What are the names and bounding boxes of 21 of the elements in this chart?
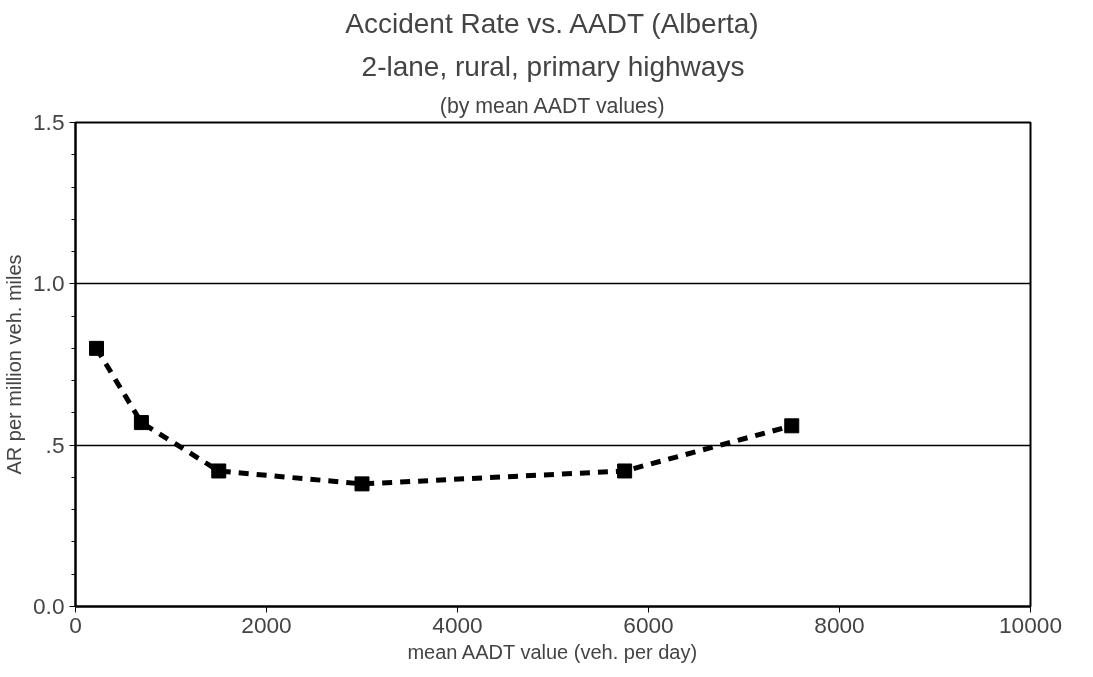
chart-subtitle: 2-lane, rural, primary highways xyxy=(361,50,745,82)
y-tick-label: .5 xyxy=(45,431,65,458)
x-tick-label: 0 xyxy=(69,611,82,638)
point xyxy=(133,415,149,431)
x-tick-label: 10000 xyxy=(999,611,1063,638)
x-tick-label: 4000 xyxy=(432,611,483,638)
x-tick-label: 6000 xyxy=(623,611,674,638)
x-axis-title: mean AADT value (veh. per day) xyxy=(407,640,698,663)
chart-title: Accident Rate vs. AADT (Alberta) xyxy=(345,7,759,39)
y-tick-label: 1.0 xyxy=(33,270,65,297)
x-tick-label: 8000 xyxy=(814,611,865,638)
y-tick-label: 0.0 xyxy=(33,593,65,619)
point xyxy=(354,476,370,492)
text: (by mean AADT values) xyxy=(439,93,665,118)
point xyxy=(211,463,227,479)
point xyxy=(617,463,633,479)
point xyxy=(784,418,800,434)
point xyxy=(89,340,105,356)
y-axis-title: AR per million veh. miles xyxy=(3,254,25,475)
x-tick-label: 2000 xyxy=(241,611,292,638)
y-tick-label: 1.5 xyxy=(33,109,65,135)
